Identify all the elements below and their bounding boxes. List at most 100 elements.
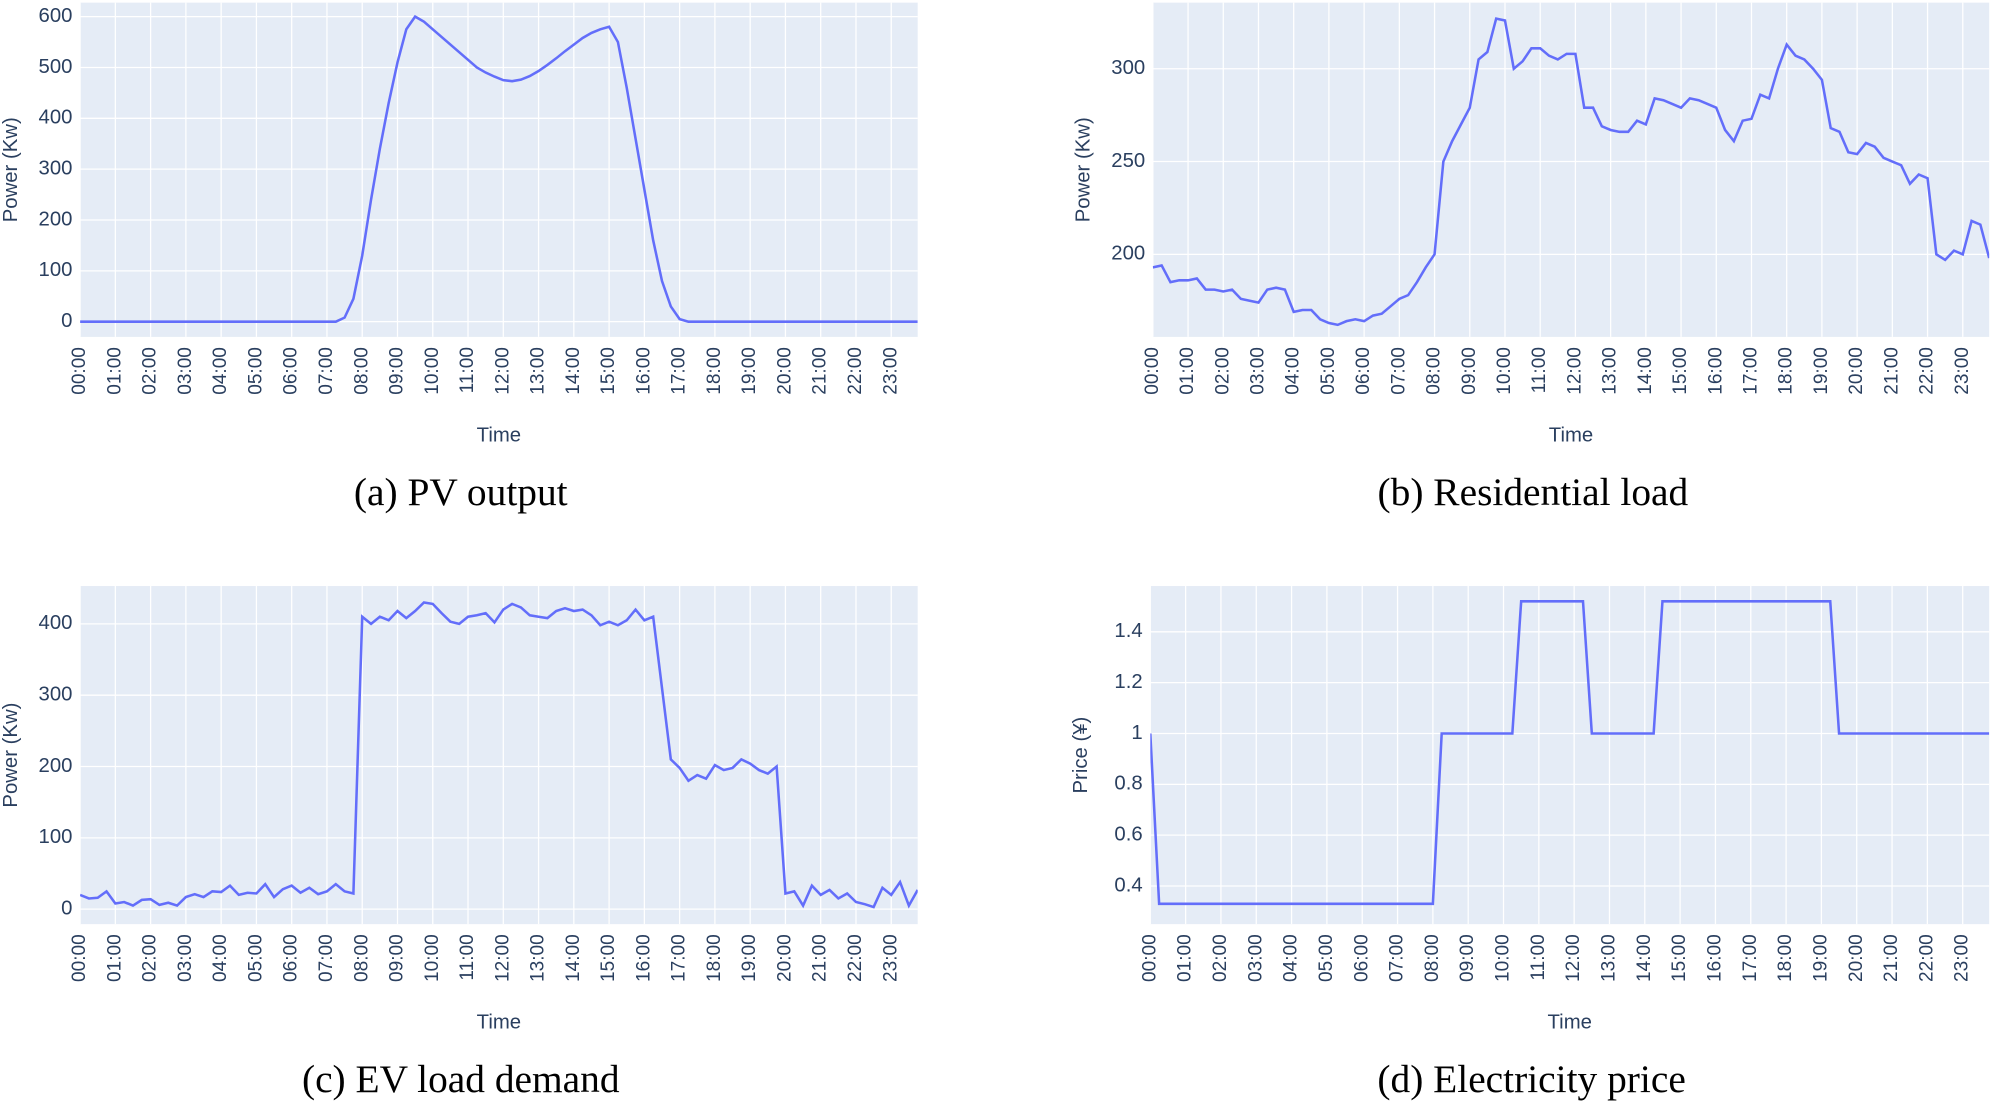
y-tick-label: 0.8 [1114, 773, 1142, 795]
x-axis-title: Time [1548, 1012, 1592, 1034]
x-tick-label: 23:00 [880, 347, 901, 395]
chart-panel: 00:00 01:00 02:00 03:00 04:00 05:00 06:00 07:00… [0, 2, 918, 514]
x-tick-label: 08:00 [351, 934, 372, 982]
caption: (d) Electricity price [1377, 1057, 1685, 1101]
x-tick-label: 04:00 [210, 934, 231, 982]
x-tick-label: 06:00 [1351, 934, 1372, 982]
x-tick-label: 00:00 [69, 347, 90, 395]
x-tick-label: 06:00 [281, 347, 302, 395]
y-tick-label: 0 [61, 310, 72, 332]
x-tick-label: 09:00 [1457, 934, 1478, 982]
x-tick-label: 21:00 [810, 934, 831, 982]
caption: (c) EV load demand [302, 1057, 620, 1101]
x-tick-label: 22:00 [1916, 934, 1937, 982]
x-tick-label: 12:00 [1563, 934, 1584, 982]
x-tick-label: 19:00 [1811, 347, 1832, 395]
x-tick-label: 22:00 [1917, 347, 1938, 395]
x-tick-label: 14:00 [563, 934, 584, 982]
x-tick-label: 21:00 [1881, 347, 1902, 395]
x-tick-label: 06:00 [1353, 347, 1374, 395]
x-tick-label: 09:00 [1459, 347, 1480, 395]
x-tick-label: 00:00 [69, 934, 90, 982]
x-tick-label: 13:00 [528, 934, 549, 982]
x-tick-label: 08:00 [351, 347, 372, 395]
x-tick-label: 23:00 [1952, 347, 1973, 395]
x-tick-label: 07:00 [1387, 934, 1408, 982]
x-tick-label: 05:00 [245, 347, 266, 395]
x-tick-label: 17:00 [1741, 347, 1762, 395]
x-tick-label: 04:00 [1281, 934, 1302, 982]
x-tick-label: 11:00 [1529, 347, 1550, 393]
x-tick-label: 12:00 [492, 347, 513, 395]
y-tick-label: 1.2 [1114, 671, 1142, 693]
x-tick-label: 17:00 [669, 934, 690, 982]
x-tick-label: 08:00 [1424, 347, 1445, 395]
x-tick-label: 07:00 [316, 347, 337, 395]
y-tick-label: 0.4 [1114, 874, 1142, 896]
x-tick-label: 20:00 [1846, 934, 1867, 982]
chart-panel: 00:00 01:00 02:00 03:00 04:00 05:00 06:00 07:00… [1073, 2, 1990, 514]
y-tick-label: 100 [39, 259, 73, 281]
y-axis-title: Power (Kw) [0, 703, 22, 808]
y-tick-label: 100 [39, 826, 73, 848]
x-tick-label: 06:00 [281, 934, 302, 982]
x-tick-label: 01:00 [1175, 934, 1196, 982]
y-tick-label: 300 [39, 158, 73, 180]
x-tick-label: 16:00 [1705, 347, 1726, 395]
x-axis-title: Time [1549, 424, 1593, 446]
y-tick-label: 1 [1131, 722, 1142, 744]
x-tick-label: 11:00 [457, 934, 478, 980]
x-tick-label: 07:00 [1388, 347, 1409, 395]
x-tick-label: 03:00 [1248, 347, 1269, 395]
x-tick-label: 19:00 [739, 347, 760, 395]
x-tick-label: 13:00 [1599, 934, 1620, 982]
plot-background [80, 586, 918, 925]
y-tick-label: 400 [39, 612, 73, 634]
data-line [80, 14, 918, 323]
x-tick-label: 19:00 [1810, 934, 1831, 982]
x-tick-label: 12:00 [1564, 347, 1585, 395]
x-tick-label: 05:00 [245, 934, 266, 982]
x-tick-label: 14:00 [1635, 347, 1656, 395]
x-tick-label: 16:00 [1704, 934, 1725, 982]
x-tick-label: 22:00 [845, 934, 866, 982]
x-tick-label: 23:00 [880, 934, 901, 982]
x-tick-label: 13:00 [1600, 347, 1621, 395]
x-tick-label: 22:00 [845, 347, 866, 395]
x-tick-label: 10:00 [422, 934, 443, 982]
x-tick-label: 10:00 [1494, 347, 1515, 395]
x-tick-label: 10:00 [1493, 934, 1514, 982]
y-tick-label: 0 [61, 898, 72, 920]
y-tick-label: 1.4 [1114, 620, 1142, 642]
chart-panel: 00:00 01:00 02:00 03:00 04:00 05:00 06:00 07:00… [0, 586, 918, 1101]
x-tick-label: 09:00 [387, 347, 408, 395]
x-tick-label: 16:00 [633, 934, 654, 982]
x-tick-label: 00:00 [1142, 347, 1163, 395]
x-axis-title: Time [477, 424, 521, 446]
x-tick-label: 18:00 [704, 934, 725, 982]
x-tick-label: 13:00 [528, 347, 549, 395]
caption: (a) PV output [354, 470, 568, 514]
x-tick-label: 05:00 [1316, 934, 1337, 982]
data-line [1152, 17, 1990, 327]
y-tick-label: 300 [1111, 57, 1145, 79]
x-tick-label: 18:00 [1775, 934, 1796, 982]
x-tick-label: 19:00 [739, 934, 760, 982]
x-tick-label: 20:00 [1846, 347, 1867, 395]
x-tick-label: 03:00 [175, 934, 196, 982]
y-tick-label: 200 [39, 208, 73, 230]
x-tick-label: 18:00 [1776, 347, 1797, 395]
x-tick-label: 07:00 [316, 934, 337, 982]
y-tick-label: 500 [39, 56, 73, 78]
x-tick-label: 11:00 [457, 347, 478, 393]
x-tick-label: 08:00 [1422, 934, 1443, 982]
x-tick-label: 02:00 [140, 347, 161, 395]
y-tick-label: 300 [39, 684, 73, 706]
x-tick-label: 17:00 [669, 347, 690, 395]
x-tick-label: 01:00 [1177, 347, 1198, 395]
x-tick-label: 14:00 [1634, 934, 1655, 982]
x-axis-title: Time [477, 1012, 521, 1034]
x-tick-label: 15:00 [598, 934, 619, 982]
